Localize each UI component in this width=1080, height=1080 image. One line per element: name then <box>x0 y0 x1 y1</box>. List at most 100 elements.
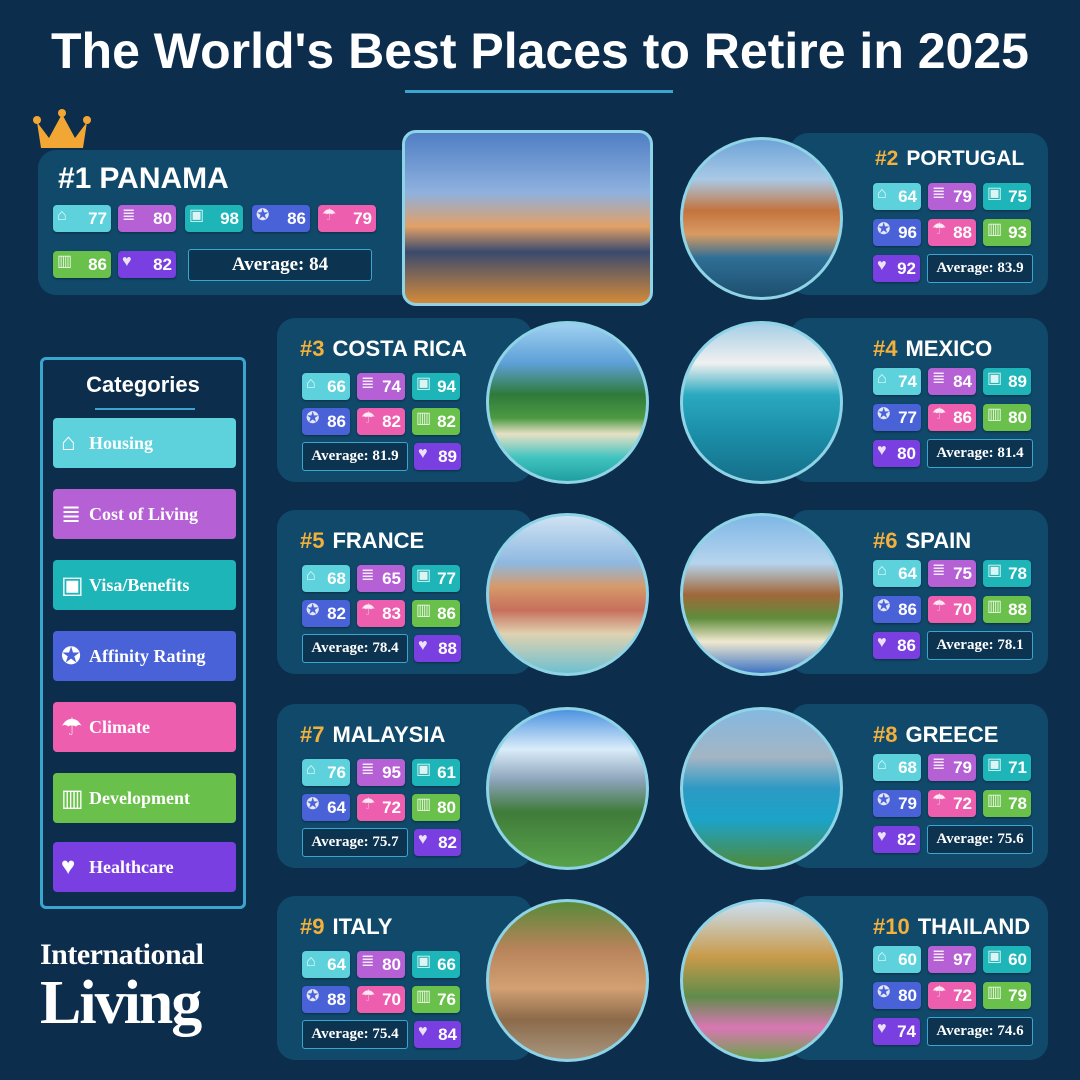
crown-icon <box>33 109 91 148</box>
rank: #6 <box>873 528 898 553</box>
category-visa: ▣ Visa/Benefits <box>53 560 236 610</box>
rank: #8 <box>873 722 898 747</box>
country-card-greece: #8 GREECE ⌂ 68 ≣ 79 ▣ 71 ✪ 79 ☂ 72 ▥ 78 ♥ 82 Average: 75… <box>790 704 1048 868</box>
heart-pulse-icon: ♥ <box>877 442 887 459</box>
title-underline <box>405 90 673 93</box>
cost-score: 80 <box>382 954 401 974</box>
cost-score: 97 <box>953 949 972 969</box>
healthcare-score-badge: ♥ 74 <box>873 1018 920 1045</box>
country-title: #1 PANAMA <box>58 162 229 196</box>
italy-photo <box>486 899 649 1062</box>
average-score: Average: 74.6 <box>927 1017 1033 1046</box>
visa-score: 61 <box>437 762 456 782</box>
average-score: Average: 75.6 <box>927 825 1033 854</box>
visa-score: 75 <box>1008 186 1027 206</box>
country-card-spain: #6 SPAIN ⌂ 64 ≣ 75 ▣ 78 ✪ 86 ☂ 70 ▥ 88 ♥ 86 Average: 78.… <box>790 510 1048 674</box>
development-score-badge: ▥ 82 <box>412 408 460 435</box>
cost-score-badge: ≣ 75 <box>928 560 976 587</box>
healthcare-score-badge: ♥ 84 <box>414 1021 461 1048</box>
development-score-badge: ▥ 76 <box>412 986 460 1013</box>
visa-score-badge: ▣ 78 <box>983 560 1031 587</box>
passport-icon: ▣ <box>987 370 1003 387</box>
award-ribbon-icon: ✪ <box>306 602 320 619</box>
receipt-icon: ≣ <box>932 948 946 965</box>
climate-score: 72 <box>382 797 401 817</box>
housing-score: 76 <box>327 762 346 782</box>
climate-score-badge: ☂ 86 <box>928 404 976 431</box>
visa-score-badge: ▣ 94 <box>412 373 460 400</box>
country-name: MALAYSIA <box>332 722 446 747</box>
affinity-score: 88 <box>327 989 346 1009</box>
category-cost: ≣ Cost of Living <box>53 489 236 539</box>
country-name: COSTA RICA <box>332 336 467 361</box>
development-score: 93 <box>1008 222 1027 242</box>
housing-score: 64 <box>898 186 917 206</box>
category-climate: ☂ Climate <box>53 702 236 752</box>
cost-score: 65 <box>382 568 401 588</box>
category-housing: ⌂ Housing <box>53 418 236 468</box>
house-icon: ⌂ <box>61 429 76 456</box>
climate-score: 88 <box>953 222 972 242</box>
cost-score-badge: ≣ 80 <box>118 205 176 232</box>
development-score: 86 <box>437 603 456 623</box>
rank: #9 <box>300 914 325 939</box>
development-score-badge: ▥ 86 <box>412 600 460 627</box>
thermometer-cloud-icon: ☂ <box>932 221 947 238</box>
development-score-badge: ▥ 79 <box>983 982 1031 1009</box>
cost-score: 80 <box>153 208 172 228</box>
award-ribbon-icon: ✪ <box>306 988 320 1005</box>
passport-icon: ▣ <box>987 948 1003 965</box>
spain-photo <box>680 513 843 676</box>
country-card-panama: #1 PANAMA ⌂ 77 ≣ 80 ▣ 98 ✪ 86 ☂ 79 ▥ 86 ♥ 82 Average: 84 <box>38 150 418 295</box>
heart-pulse-icon: ♥ <box>418 1023 428 1040</box>
average-score: Average: 81.4 <box>927 439 1033 468</box>
page-title: The World's Best Places to Retire in 202… <box>51 23 1029 79</box>
cost-score-badge: ≣ 84 <box>928 368 976 395</box>
cost-score: 74 <box>382 376 401 396</box>
cost-score-badge: ≣ 74 <box>357 373 405 400</box>
visa-score: 98 <box>220 208 239 228</box>
thermometer-cloud-icon: ☂ <box>361 410 376 427</box>
thermometer-cloud-icon: ☂ <box>361 796 376 813</box>
climate-score: 83 <box>382 603 401 623</box>
affinity-score-badge: ✪ 82 <box>302 600 350 627</box>
affinity-score: 77 <box>898 407 917 427</box>
affinity-score-badge: ✪ 79 <box>873 790 921 817</box>
development-score-badge: ▥ 78 <box>983 790 1031 817</box>
receipt-icon: ≣ <box>932 185 946 202</box>
visa-score-badge: ▣ 77 <box>412 565 460 592</box>
receipt-icon: ≣ <box>932 562 946 579</box>
affinity-score-badge: ✪ 64 <box>302 794 350 821</box>
country-name: ITALY <box>332 914 393 939</box>
affinity-score: 96 <box>898 222 917 242</box>
passport-icon: ▣ <box>416 567 432 584</box>
passport-icon: ▣ <box>987 185 1003 202</box>
passport-icon: ▣ <box>987 562 1003 579</box>
average-score: Average: 75.4 <box>302 1020 408 1049</box>
heart-pulse-icon: ♥ <box>877 1020 887 1037</box>
buildings-icon: ▥ <box>61 785 84 812</box>
affinity-score: 79 <box>898 793 917 813</box>
development-score: 80 <box>437 797 456 817</box>
country-title: #6 SPAIN <box>873 528 971 554</box>
housing-score: 68 <box>898 757 917 777</box>
country-title: #9 ITALY <box>300 914 392 940</box>
buildings-icon: ▥ <box>987 406 1003 423</box>
house-icon: ⌂ <box>877 370 887 387</box>
cost-score: 95 <box>382 762 401 782</box>
climate-score: 79 <box>353 208 372 228</box>
house-icon: ⌂ <box>877 948 887 965</box>
housing-score: 64 <box>898 563 917 583</box>
passport-icon: ▣ <box>987 756 1003 773</box>
country-title: #10 THAILAND <box>873 914 1030 940</box>
receipt-icon: ≣ <box>61 501 82 528</box>
award-ribbon-icon: ✪ <box>256 207 270 224</box>
award-ribbon-icon: ✪ <box>877 598 891 615</box>
rank: #10 <box>873 914 910 939</box>
category-label: Cost of Living <box>89 503 199 524</box>
receipt-icon: ≣ <box>361 567 375 584</box>
visa-score-badge: ▣ 61 <box>412 759 460 786</box>
development-score: 82 <box>437 411 456 431</box>
healthcare-score: 74 <box>897 1021 916 1041</box>
climate-score-badge: ☂ 88 <box>928 219 976 246</box>
